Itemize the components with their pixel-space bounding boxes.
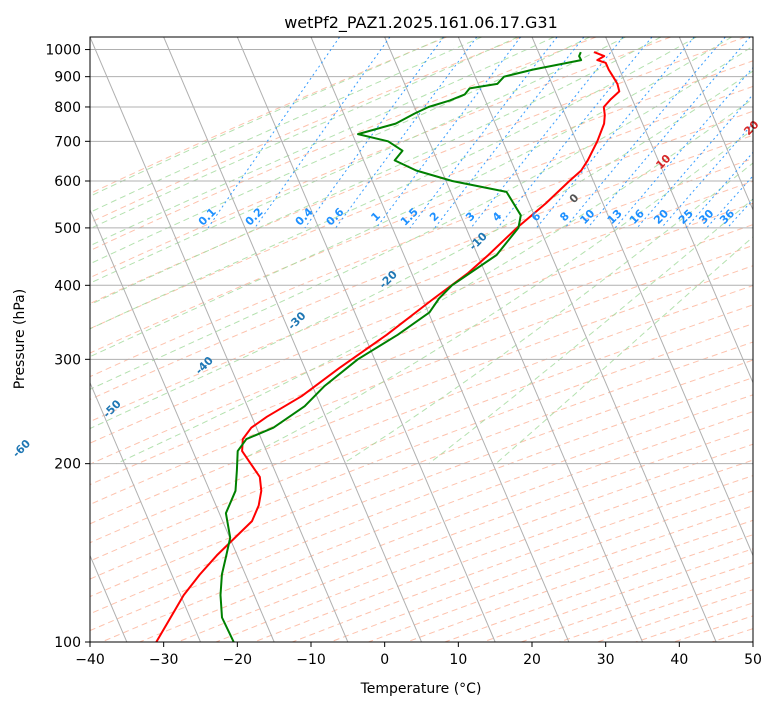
isotherm-label: -40: [193, 354, 216, 377]
mixing-ratio-label: 0.6: [324, 205, 347, 228]
y-tick-label: 600: [54, 174, 81, 190]
x-tick-label: −20: [223, 652, 253, 668]
moist-adiabat: [15, 37, 775, 464]
y-tick-label: 300: [54, 352, 81, 368]
mixing-ratio-line: [537, 37, 695, 228]
y-tick-label: 500: [54, 221, 81, 237]
dry-adiabat: [0, 37, 671, 642]
x-tick-label: 20: [523, 652, 541, 668]
data-series: [156, 52, 619, 642]
dry-adiabat: [25, 37, 775, 642]
moist-adiabat: [0, 37, 554, 464]
y-tick-label: 900: [54, 70, 81, 86]
x-tick-label: −10: [296, 652, 326, 668]
warm-isotherm-label: 20: [741, 118, 761, 138]
dry-adiabat: [0, 37, 775, 642]
x-tick-label: 0: [380, 652, 389, 668]
dry-adiabat: [521, 37, 775, 642]
dry-adiabat: [178, 37, 775, 642]
dry-adiabat: [0, 37, 521, 642]
isotherm-line: [385, 37, 643, 642]
y-tick-label: 1000: [45, 43, 81, 59]
y-tick-label: 800: [54, 100, 81, 116]
x-axis-title: Temperature (°C): [360, 681, 482, 697]
background-lines: [0, 37, 775, 642]
mixing-ratio-label: 0.2: [243, 205, 266, 228]
mixing-ratio-label: 30: [696, 207, 716, 227]
moist-adiabat: [0, 37, 696, 464]
y-tick-label: 100: [54, 635, 81, 651]
mixing-ratio-line: [435, 37, 584, 228]
y-tick-label: 700: [54, 134, 81, 150]
y-axis-title: Pressure (hPa): [12, 289, 28, 389]
mixing-ratio-label: 20: [651, 207, 671, 227]
warm-isotherm-label: 10: [653, 152, 673, 172]
isotherm-label: -20: [377, 268, 400, 291]
mixing-ratio-line: [565, 37, 725, 228]
chart-title: wetPf2_PAZ1.2025.161.06.17.G31: [284, 13, 558, 33]
x-tick-label: 30: [597, 652, 615, 668]
axes: −40 −30 −20 −10 0 10 20 30 40 50 100 200 300 400 500 60…: [45, 43, 762, 668]
isotherm-label: -50: [100, 397, 123, 420]
y-tick-label: 200: [54, 457, 81, 473]
dry-adiabat: [63, 37, 775, 642]
x-tick-label: 40: [670, 652, 688, 668]
x-tick-label: 50: [744, 652, 762, 668]
x-tick-label: −30: [149, 652, 179, 668]
isotherm-line: [458, 37, 716, 642]
mixing-ratio-line: [208, 37, 340, 228]
mixing-ratio-line: [686, 37, 775, 228]
mixing-ratio-label: 4: [490, 209, 505, 224]
isotherm-line: [311, 37, 569, 642]
mixing-ratio-label: 2: [427, 210, 442, 225]
mixing-ratio-line: [336, 37, 477, 228]
moist-adiabat: [0, 37, 661, 464]
isotherm-line: [90, 37, 348, 642]
mixing-ratio-label: 1.5: [398, 205, 421, 228]
isotherm-label: -60: [10, 437, 33, 460]
dry-adiabat: [0, 37, 596, 642]
x-tick-label: −40: [75, 652, 105, 668]
mixing-ratio-label: 0.1: [196, 205, 219, 228]
mixing-ratio-label: 16: [627, 207, 647, 227]
y-tick-label: 400: [54, 278, 81, 294]
isotherm-label: -10: [467, 229, 490, 252]
x-tick-label: 10: [449, 652, 467, 668]
dry-adiabat: [407, 37, 775, 642]
isotherm-line: [16, 37, 274, 642]
moist-adiabat: [429, 37, 775, 464]
dry-adiabat: [216, 37, 775, 642]
mixing-ratio-label: 13: [605, 207, 625, 227]
isotherm-line: [0, 37, 201, 642]
mixing-ratio-line: [661, 37, 775, 228]
moist-adiabat: [0, 37, 626, 464]
mixing-ratio-label: 0.4: [293, 205, 316, 228]
